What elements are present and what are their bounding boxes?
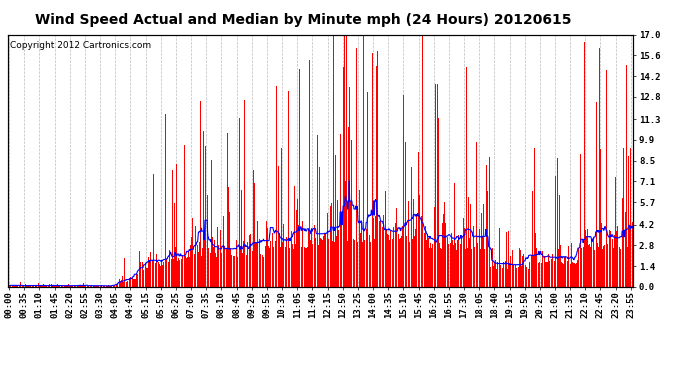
Text: Copyright 2012 Cartronics.com: Copyright 2012 Cartronics.com <box>10 41 150 50</box>
Text: Wind Speed Actual and Median by Minute mph (24 Hours) 20120615: Wind Speed Actual and Median by Minute m… <box>35 13 572 27</box>
